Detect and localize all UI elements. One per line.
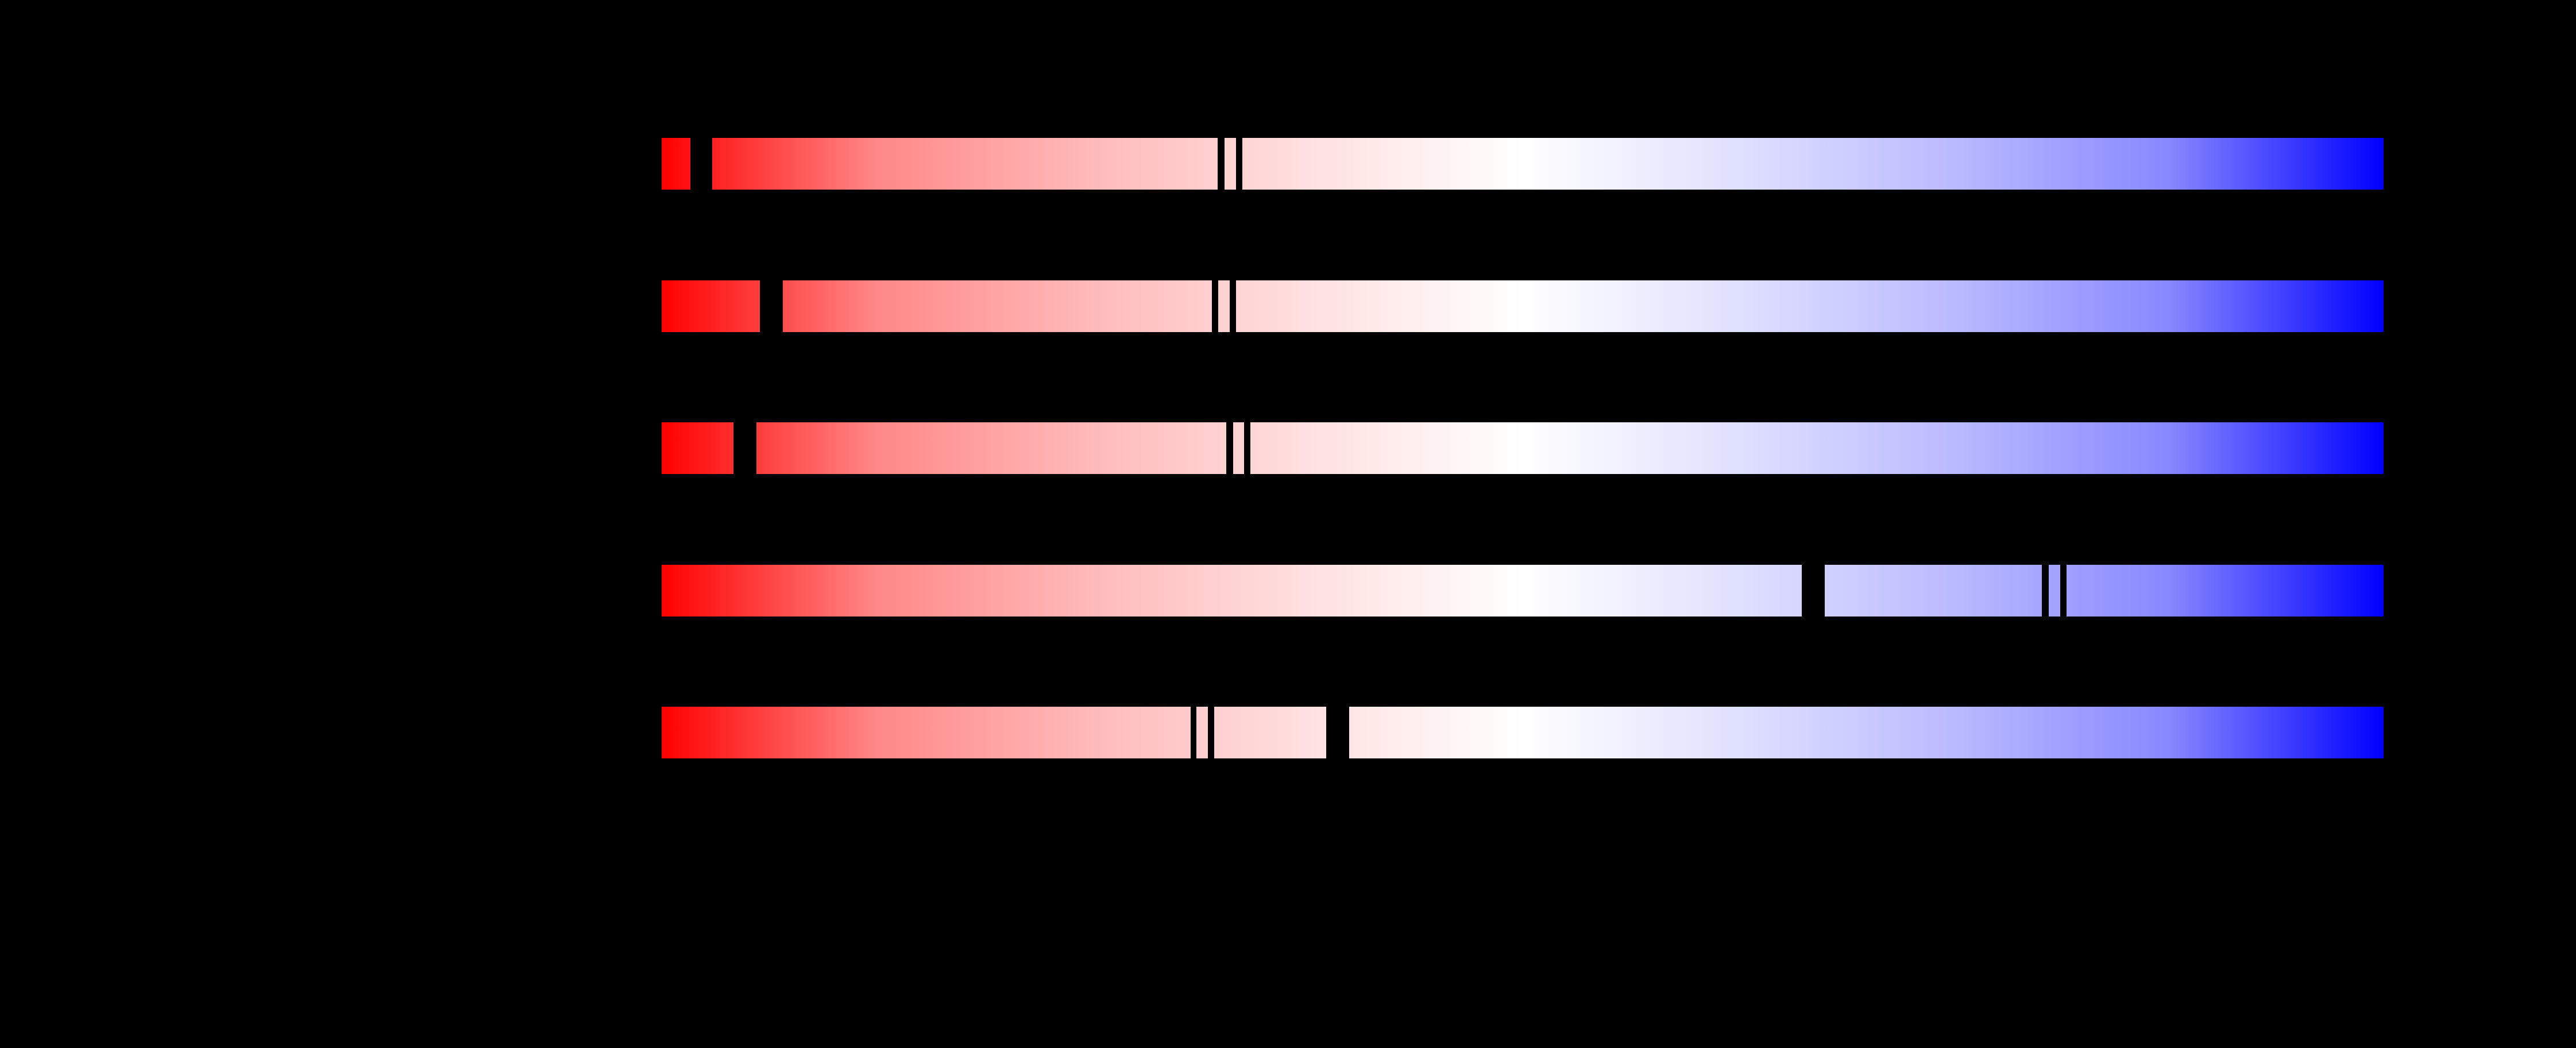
position-marker-thin (2041, 565, 2049, 617)
gradient-bar-row-2 (662, 280, 2384, 332)
position-marker-thick (1326, 707, 1350, 758)
position-marker-thick (690, 138, 713, 190)
position-marker-thick (1801, 565, 1825, 617)
position-marker-thick (733, 422, 756, 474)
position-marker-thin (1236, 138, 1242, 190)
position-marker-thin (1218, 138, 1225, 190)
position-marker-thin (1243, 422, 1250, 474)
position-marker-thick (759, 280, 783, 332)
gradient-bar-row-4 (662, 565, 2384, 617)
position-marker-thin (1207, 707, 1214, 758)
gradient-bar-row-5 (662, 707, 2384, 758)
position-marker-thin (1190, 707, 1197, 758)
gradient-bar-row-3 (662, 422, 2384, 474)
position-marker-thin (1212, 280, 1218, 332)
position-marker-thin (1230, 280, 1237, 332)
gradient-bar-row-1 (662, 138, 2384, 190)
position-marker-thin (1226, 422, 1234, 474)
position-marker-thin (2060, 565, 2067, 617)
